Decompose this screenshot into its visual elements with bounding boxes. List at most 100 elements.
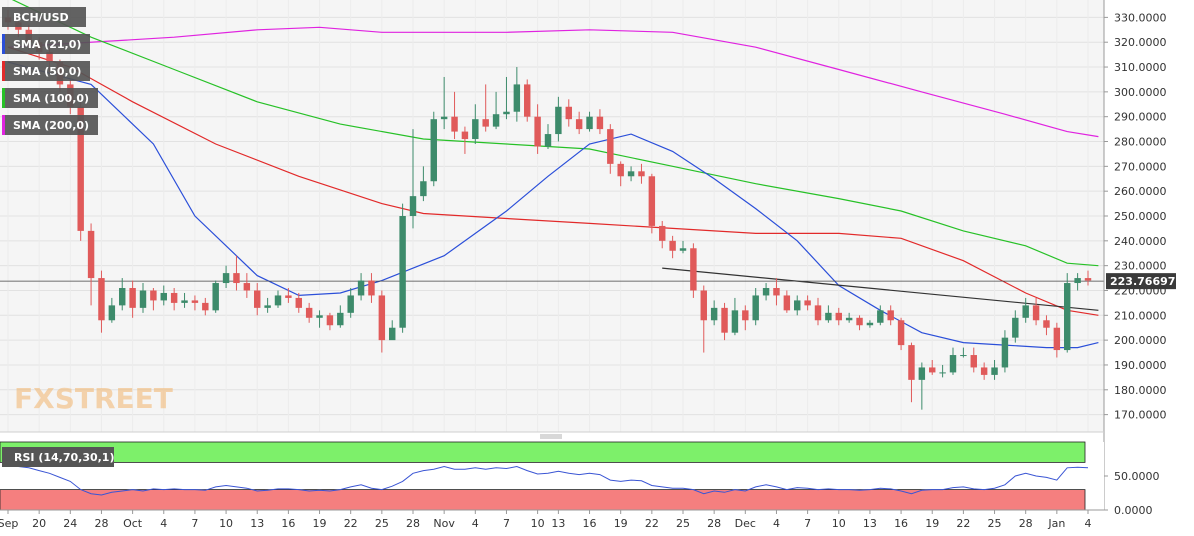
candle-body [202, 302, 209, 311]
x-tick-label: 10 [531, 517, 545, 530]
candle-body [1043, 320, 1050, 328]
sma-21-line [7, 61, 1099, 349]
candle-body [98, 278, 105, 321]
candle-body [908, 345, 915, 380]
x-tick-label: 4 [472, 517, 479, 530]
legend-item [2, 88, 98, 108]
current-price-label: 223.76697 [1110, 275, 1175, 288]
legend-item [2, 115, 98, 135]
pane-resize-handle[interactable] [540, 434, 562, 439]
x-tick-label: 25 [375, 517, 389, 530]
x-tick-label: 16 [583, 517, 597, 530]
candle-body [513, 84, 521, 112]
candle-body [274, 295, 282, 306]
x-tick-label: 16 [281, 517, 295, 530]
y-tick-label: 170.0000 [1114, 409, 1167, 422]
x-tick-label: 4 [1085, 517, 1092, 530]
candle-body [731, 310, 739, 333]
candle-body [420, 181, 427, 197]
candle-body [305, 307, 313, 318]
x-tick-label: Oct [123, 517, 143, 530]
candle-body [170, 292, 178, 303]
candle-body [897, 320, 905, 346]
x-axis: Sep 20 24 28 Oct 4 7 10 13 16 19 22 25 28 Nov 4 7 10 13 16 1… [0, 509, 1104, 530]
y-tick-label: 230.0000 [1114, 260, 1167, 273]
legend-color-swatch [2, 115, 5, 135]
candle-body [679, 248, 687, 251]
x-tick-label: 28 [406, 517, 420, 530]
sma-100-line [11, 0, 1099, 267]
x-tick-label: 19 [614, 517, 628, 530]
candle-body [814, 305, 822, 321]
rsi-overbought-zone [0, 441, 1086, 463]
candle-body [939, 372, 946, 374]
x-tick-label: Sep [0, 517, 18, 530]
x-tick-label: 22 [645, 517, 659, 530]
candle-body [389, 327, 396, 341]
candle-body [700, 290, 707, 321]
candle-body [659, 225, 666, 241]
candle-body [742, 310, 749, 321]
watermark-logo: FXSTREET [14, 382, 173, 415]
candle-body [326, 315, 334, 326]
candle-body [285, 295, 292, 298]
candle-body [191, 300, 199, 303]
legend-color-swatch [2, 34, 5, 54]
sma-50-line [7, 46, 1099, 316]
rsi-line [7, 463, 1089, 496]
candle-body [773, 288, 780, 296]
candle-body [1012, 317, 1019, 338]
x-tick-label: 22 [344, 517, 358, 530]
y-tick-label: 180.0000 [1114, 384, 1167, 397]
candle-body [690, 248, 697, 291]
current-price-tag [1106, 273, 1176, 290]
legend-label: SMA (21,0) [13, 38, 81, 51]
candle-body [472, 119, 479, 140]
candle-body [524, 84, 531, 117]
x-tick-label: 28 [94, 517, 108, 530]
x-tick-label: 28 [707, 517, 721, 530]
candle-body [565, 106, 572, 120]
candle-body [295, 297, 302, 308]
candle-body [887, 310, 894, 321]
candle-body [357, 280, 365, 296]
candle-body [87, 230, 95, 279]
rsi-pane: RSI (14,70,30,1) 50.0000 0.0000 [0, 441, 1160, 517]
candle-body [783, 295, 791, 311]
candle-body [139, 290, 147, 308]
x-tick-label: 13 [863, 517, 877, 530]
y-tick-label: 210.0000 [1114, 309, 1167, 322]
y-tick-label: 200.0000 [1114, 334, 1167, 347]
candle-body [243, 283, 251, 291]
candle-body [1084, 278, 1092, 281]
x-tick-label: 20 [32, 517, 46, 530]
y-tick-label: 320.0000 [1114, 36, 1167, 49]
y-tick-label: 290.0000 [1114, 111, 1167, 124]
candle-body [845, 317, 853, 321]
legend-label: SMA (50,0) [13, 65, 81, 78]
candle-body [337, 312, 344, 326]
candle-body [222, 273, 230, 284]
x-tick-label: 25 [988, 517, 1002, 530]
legend-color-swatch [2, 88, 5, 108]
candle-body [1074, 278, 1081, 284]
candle-body [1001, 337, 1009, 368]
x-tick-label: 4 [160, 517, 167, 530]
price-y-axis: 330.0000 320.0000 310.0000 300.0000 290.0000… [1103, 0, 1176, 510]
candle-body [264, 305, 271, 308]
candle-body [721, 307, 728, 333]
candle-body [544, 134, 552, 147]
candle-body [503, 111, 510, 115]
candle-body [575, 119, 583, 130]
legend-color-swatch [2, 61, 5, 81]
candle-body [669, 240, 676, 251]
candle-body [316, 315, 323, 318]
candle-body [534, 116, 541, 147]
candle-body [804, 300, 811, 306]
candle-body [980, 367, 988, 375]
rsi-oversold-zone [0, 489, 1086, 511]
grid-lines [0, 16, 1104, 416]
candle-body [929, 367, 936, 373]
candle-body [960, 355, 967, 357]
